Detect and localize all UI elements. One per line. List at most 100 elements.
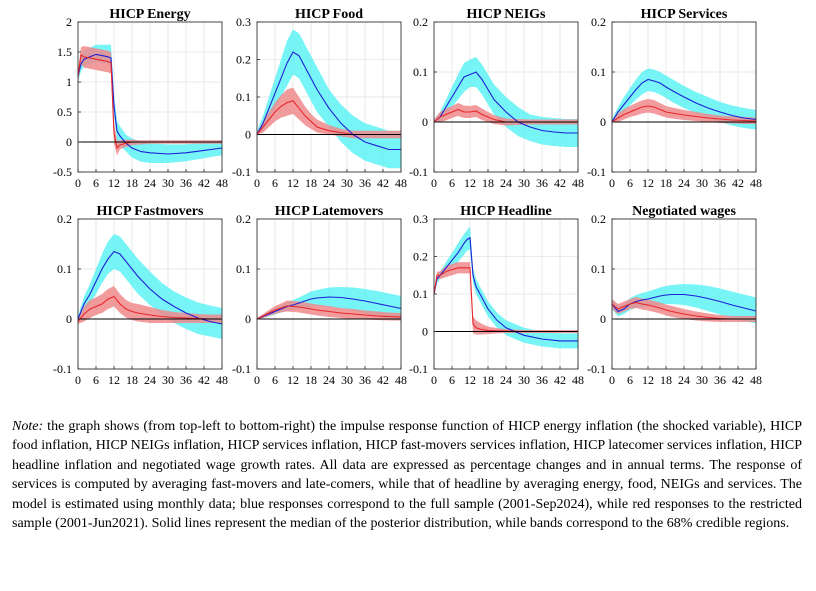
y-tick-label: 0.1 xyxy=(413,287,428,301)
y-tick-label: 0.1 xyxy=(413,65,428,79)
x-tick-label: 24 xyxy=(323,176,335,190)
x-tick-label: 42 xyxy=(198,176,210,190)
y-tick-label: 0.2 xyxy=(591,15,606,29)
credible-band xyxy=(434,103,578,126)
median-line xyxy=(256,305,402,320)
x-tick-label: 6 xyxy=(627,373,633,387)
y-tick-label: 2 xyxy=(66,15,72,29)
y-tick-label: 0.2 xyxy=(236,53,251,67)
credible-band xyxy=(612,99,756,124)
x-tick-label: 12 xyxy=(287,176,299,190)
panel-title: HICP Energy xyxy=(109,7,190,22)
median-line xyxy=(433,236,578,342)
y-tick-label: 0.2 xyxy=(413,15,428,29)
y-tick-label: 0.1 xyxy=(236,262,251,276)
y-tick-label: 0.2 xyxy=(413,250,428,264)
y-tick-label: 0 xyxy=(245,312,251,326)
y-tick-label: 0.1 xyxy=(236,90,251,104)
y-tick-label: 0 xyxy=(600,115,606,129)
x-tick-label: 48 xyxy=(216,373,228,387)
x-tick-label: 36 xyxy=(180,176,192,190)
x-tick-label: 6 xyxy=(449,373,455,387)
credible-band xyxy=(612,284,756,324)
y-tick-label: 0 xyxy=(422,325,428,339)
y-tick-label: 0 xyxy=(422,115,428,129)
note-text: the graph shows (from top-left to bottom… xyxy=(12,419,802,532)
x-tick-label: 0 xyxy=(431,373,437,387)
x-tick-label: 24 xyxy=(678,176,690,190)
x-tick-label: 48 xyxy=(750,176,762,190)
median-line xyxy=(611,78,757,123)
x-tick-label: 6 xyxy=(449,176,455,190)
y-tick-label: 0.2 xyxy=(57,212,72,226)
x-tick-label: 24 xyxy=(678,373,690,387)
median-line xyxy=(77,295,222,322)
x-tick-label: 36 xyxy=(714,373,726,387)
x-tick-label: 18 xyxy=(482,176,494,190)
x-tick-label: 30 xyxy=(518,373,530,387)
x-tick-label: 42 xyxy=(554,176,566,190)
x-tick-label: 36 xyxy=(536,176,548,190)
y-tick-label: 0 xyxy=(245,128,251,142)
credible-band xyxy=(434,226,578,349)
x-tick-label: 18 xyxy=(660,176,672,190)
x-tick-label: 12 xyxy=(287,373,299,387)
x-tick-label: 24 xyxy=(323,373,335,387)
x-tick-label: 48 xyxy=(572,373,584,387)
x-tick-label: 30 xyxy=(162,373,174,387)
y-tick-label: 0.2 xyxy=(591,212,606,226)
x-tick-label: 36 xyxy=(536,373,548,387)
x-tick-label: 30 xyxy=(696,373,708,387)
y-tick-label: 0.1 xyxy=(57,262,72,276)
x-tick-label: 6 xyxy=(272,373,278,387)
y-tick-label: 1 xyxy=(66,75,72,89)
x-tick-label: 24 xyxy=(500,373,512,387)
x-tick-label: 42 xyxy=(554,373,566,387)
x-tick-label: 12 xyxy=(642,176,654,190)
y-tick-label: 0.5 xyxy=(57,105,72,119)
credible-band xyxy=(612,68,756,130)
x-tick-label: 0 xyxy=(254,373,260,387)
panel-title: HICP NEIGs xyxy=(467,7,547,22)
x-tick-label: 42 xyxy=(377,176,389,190)
x-tick-label: 42 xyxy=(377,373,389,387)
x-tick-label: 30 xyxy=(696,176,708,190)
x-tick-label: 0 xyxy=(254,176,260,190)
x-tick-label: 18 xyxy=(305,176,317,190)
x-tick-label: 12 xyxy=(464,373,476,387)
credible-band xyxy=(434,262,578,335)
x-tick-label: 6 xyxy=(93,176,99,190)
median-line xyxy=(256,51,401,151)
irf-panel: 0 6 12 18 24 30 36 42 48-0.100.10.20.3 HICP Headl… xyxy=(409,204,584,387)
median-line xyxy=(611,105,757,123)
note-label: Note: xyxy=(12,419,44,434)
figure-note: Note: the graph shows (from top-left to … xyxy=(12,417,802,533)
irf-panel: 0 6 12 18 24 30 36 42 48-0.100.10.2 Negotiated wa… xyxy=(587,204,762,387)
credible-band xyxy=(612,297,756,322)
panel-title: HICP Headline xyxy=(460,204,551,219)
x-tick-label: 12 xyxy=(464,176,476,190)
x-tick-label: 18 xyxy=(126,373,138,387)
x-tick-label: 36 xyxy=(359,373,371,387)
x-tick-label: 24 xyxy=(144,373,156,387)
y-tick-label: 0 xyxy=(600,312,606,326)
y-tick-label: -0.5 xyxy=(53,165,72,179)
x-tick-label: 6 xyxy=(272,176,278,190)
y-tick-label: 0.2 xyxy=(236,212,251,226)
x-tick-label: 6 xyxy=(93,373,99,387)
irf-panel: 0 6 12 18 24 30 36 42 48-0.100.10.2 HICP Latemove… xyxy=(232,204,407,387)
y-tick-label: 0 xyxy=(66,312,72,326)
y-tick-label: 0.1 xyxy=(591,65,606,79)
x-tick-label: 0 xyxy=(609,373,615,387)
x-tick-label: 18 xyxy=(660,373,672,387)
x-tick-label: 48 xyxy=(750,373,762,387)
y-tick-label: -0.1 xyxy=(587,165,606,179)
x-tick-label: 12 xyxy=(642,373,654,387)
x-tick-label: 36 xyxy=(180,373,192,387)
x-tick-label: 12 xyxy=(108,176,120,190)
x-tick-label: 18 xyxy=(126,176,138,190)
x-tick-label: 18 xyxy=(305,373,317,387)
irf-panel: 0 6 12 18 24 30 36 42 48-0.100.10.20.3 HICP Food xyxy=(232,7,407,190)
irf-panel: 0 6 12 18 24 30 36 42 48-0.100.10.2 HICP Fastmove… xyxy=(53,204,228,387)
x-tick-label: 0 xyxy=(75,176,81,190)
